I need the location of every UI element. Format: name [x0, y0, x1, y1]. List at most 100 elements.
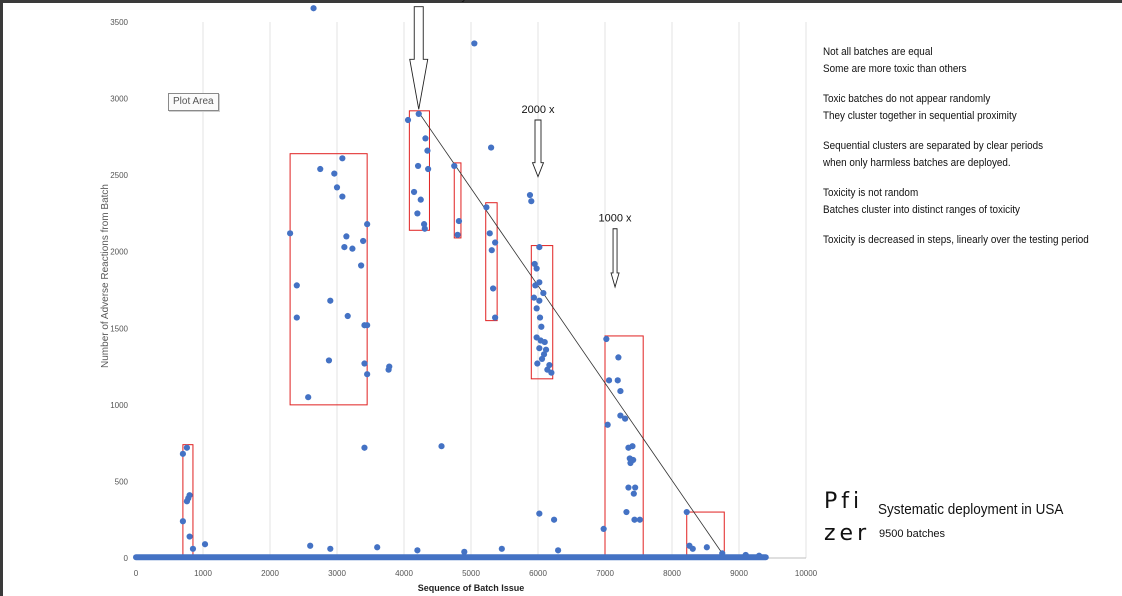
x-tick-label: 10000	[795, 569, 818, 578]
data-point	[339, 193, 346, 200]
arrow-label: 1000 x	[599, 213, 633, 225]
data-point	[305, 394, 312, 401]
data-point	[183, 444, 191, 451]
note-line: Not all batches are equal	[823, 46, 933, 58]
data-point	[325, 357, 333, 364]
data-point	[421, 225, 428, 232]
data-point	[361, 444, 368, 451]
data-point	[756, 552, 763, 559]
data-point	[454, 231, 461, 238]
data-point	[538, 355, 546, 363]
data-point	[461, 548, 468, 555]
x-tick-label: 0	[134, 569, 139, 578]
pfizer-logo: Pfizer	[824, 489, 871, 546]
note-line: Toxicity is decreased in steps, linearly…	[823, 234, 1089, 246]
data-point	[349, 245, 356, 252]
data-point	[343, 233, 350, 240]
data-point	[404, 116, 412, 124]
data-point	[424, 147, 431, 154]
y-tick-label: 0	[124, 554, 129, 563]
data-point	[528, 198, 535, 205]
window-left-border	[0, 0, 3, 596]
note-line: Sequential clusters are separated by cle…	[823, 140, 1044, 152]
data-point	[186, 533, 193, 540]
data-point	[533, 265, 540, 272]
data-point	[625, 484, 632, 491]
note-group: Toxicity is decreased in steps, linearly…	[823, 232, 1113, 249]
data-point	[548, 369, 555, 376]
data-point	[201, 541, 209, 548]
y-tick-label: 500	[115, 477, 129, 486]
data-point	[533, 305, 540, 312]
y-axis-title: Number of Adverse Reactions from Batch	[100, 184, 111, 368]
data-point	[287, 230, 294, 237]
note-line: Toxicity is not random	[823, 187, 919, 199]
data-point	[555, 547, 562, 554]
data-point	[492, 239, 499, 246]
y-tick-label: 2000	[110, 248, 128, 257]
data-point	[361, 360, 368, 367]
data-point	[455, 217, 463, 225]
x-tick-label: 1000	[194, 569, 212, 578]
data-point	[179, 518, 186, 525]
data-point	[492, 314, 499, 321]
note-group: Toxicity is not random Batches cluster in…	[823, 185, 1113, 219]
data-point	[689, 545, 696, 552]
data-point	[183, 498, 191, 505]
data-point	[364, 322, 371, 329]
data-point	[385, 366, 392, 373]
cluster-box	[453, 162, 462, 239]
data-point	[179, 450, 186, 457]
data-point	[327, 545, 334, 552]
data-point	[364, 371, 371, 378]
arrow-label: 3000 x base toxicity	[370, 0, 467, 3]
down-arrow	[531, 119, 545, 178]
data-point	[374, 544, 381, 551]
data-point	[414, 162, 422, 170]
data-point	[615, 354, 622, 361]
x-axis-title: Sequence of Batch Issue	[418, 583, 525, 593]
note-line: Some are more toxic than others	[823, 63, 967, 75]
data-point	[536, 345, 543, 352]
data-point	[327, 297, 334, 304]
window-top-border	[0, 0, 1122, 3]
data-point	[331, 170, 338, 177]
data-point	[536, 244, 543, 251]
data-point	[631, 516, 638, 523]
data-point	[189, 545, 197, 552]
data-point	[417, 196, 424, 203]
data-point	[536, 314, 544, 321]
data-point	[293, 282, 300, 289]
y-tick-label: 1500	[110, 324, 128, 333]
data-point	[344, 312, 351, 320]
y-tick-label: 1000	[110, 401, 128, 410]
data-point	[317, 165, 324, 173]
data-point	[540, 289, 547, 297]
data-point	[622, 415, 629, 422]
deployment-title: Systematic deployment in USA	[878, 501, 1064, 518]
data-point	[629, 443, 636, 450]
data-point	[541, 338, 548, 346]
data-point	[488, 144, 495, 151]
note-line: Toxic batches do not appear randomly	[823, 93, 991, 105]
data-point	[530, 294, 538, 301]
trend-line	[418, 112, 723, 554]
x-tick-label: 6000	[529, 569, 547, 578]
data-point	[471, 40, 478, 47]
x-tick-label: 7000	[596, 569, 614, 578]
data-point	[703, 544, 710, 551]
note-group: Toxic batches do not appear randomly They…	[823, 91, 1113, 125]
plot-area-tooltip: Plot Area	[168, 93, 219, 111]
data-point	[683, 508, 690, 516]
data-point	[603, 335, 610, 343]
data-point	[414, 210, 421, 217]
note-line: Batches cluster into distinct ranges of …	[823, 204, 1021, 216]
data-point	[600, 525, 607, 533]
x-tick-label: 5000	[462, 569, 480, 578]
data-point	[617, 387, 624, 395]
data-point	[742, 551, 749, 559]
note-group: Not all batches are equal Some are more t…	[823, 44, 1113, 78]
data-point	[333, 184, 341, 191]
data-point	[414, 547, 421, 554]
